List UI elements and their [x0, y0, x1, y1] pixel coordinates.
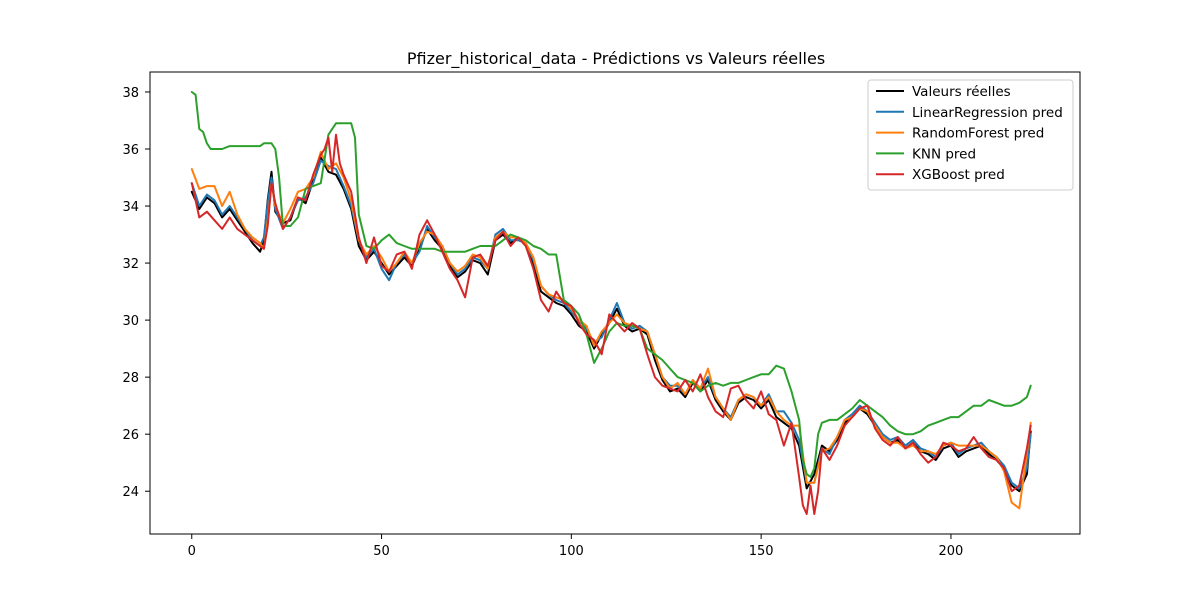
legend-box	[867, 79, 1074, 191]
legend-label: RandomForest pred	[912, 126, 1044, 142]
legend-label: Valeurs réelles	[912, 84, 1011, 100]
legend-label: XGBoost pred	[912, 167, 1005, 183]
x-tick-label: 100	[559, 544, 584, 559]
legend: Valeurs réelles LinearRegression pred Rand…	[867, 79, 1074, 191]
x-tick-label: 150	[749, 544, 774, 559]
y-tick-label: 32	[122, 257, 139, 272]
chart-title: Pfizer_historical_data - Prédictions vs …	[407, 49, 825, 69]
y-tick-label: 30	[122, 314, 139, 329]
legend-entry: Valeurs réelles	[876, 84, 1011, 100]
plot-area	[190, 91, 1032, 515]
x-tick-label: 0	[188, 544, 196, 559]
series-line-3	[190, 91, 1032, 478]
y-tick-label: 26	[122, 428, 139, 443]
legend-entry: KNN pred	[876, 146, 976, 162]
series-line-4	[190, 133, 1032, 515]
legend-entry: LinearRegression pred	[876, 105, 1063, 121]
y-tick-label: 28	[122, 371, 139, 386]
y-tick-label: 34	[122, 200, 139, 215]
legend-label: LinearRegression pred	[912, 105, 1063, 121]
y-tick-label: 24	[122, 485, 139, 500]
legend-entry: RandomForest pred	[876, 126, 1044, 142]
legend-entry: XGBoost pred	[876, 167, 1005, 183]
plot-frame	[149, 71, 1081, 535]
x-tick-label: 50	[373, 544, 390, 559]
y-tick-label: 36	[122, 143, 139, 158]
axes: 0 50 100 150 200 24 26 28 30 32 34 36 38	[122, 86, 963, 559]
y-tick-label: 38	[122, 86, 139, 101]
x-tick-label: 200	[939, 544, 964, 559]
legend-label: KNN pred	[912, 146, 976, 162]
